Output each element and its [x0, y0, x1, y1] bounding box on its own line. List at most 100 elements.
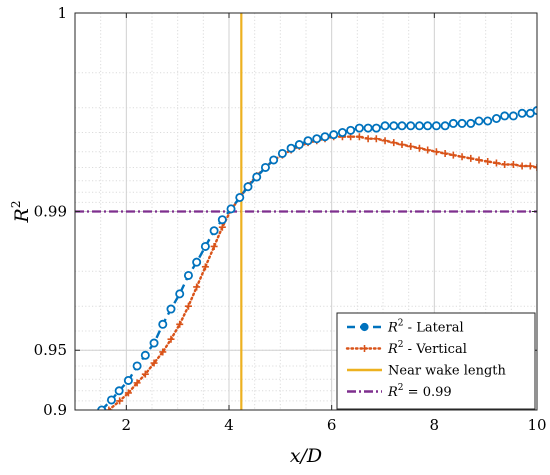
data-point-lateral	[123, 375, 133, 385]
data-point-vertical	[141, 370, 149, 378]
y-tick-label: 0.99	[34, 203, 67, 221]
data-point-lateral	[277, 148, 287, 158]
data-point-vertical	[150, 359, 158, 367]
data-point-lateral	[140, 350, 150, 360]
data-point-vertical	[509, 161, 517, 169]
legend-marker-lateral	[360, 322, 369, 332]
legend: R2 - Lateral R2 - Vertical Near wake lengt…	[336, 312, 536, 410]
data-point-vertical	[407, 142, 415, 150]
data-point-vertical	[105, 406, 113, 410]
data-point-lateral	[149, 338, 159, 348]
data-point-vertical	[381, 137, 389, 145]
legend-label: Near wake length	[388, 364, 507, 379]
data-point-vertical	[424, 146, 432, 154]
data-point-lateral	[346, 125, 356, 135]
data-point-lateral	[483, 116, 493, 126]
x-tick-label: 10	[527, 416, 546, 434]
data-point-lateral	[371, 123, 381, 133]
legend-label-base: R	[387, 342, 398, 357]
legend-label-base: R	[387, 385, 398, 400]
data-point-vertical	[364, 135, 372, 143]
y-tick-label: 1	[57, 4, 67, 22]
data-point-vertical	[355, 133, 363, 141]
data-point-lateral	[243, 182, 253, 192]
data-point-vertical	[124, 389, 132, 397]
data-point-lateral	[158, 319, 168, 329]
data-point-vertical	[492, 159, 500, 167]
data-point-lateral	[294, 140, 304, 150]
legend-label-rest: = 0.99	[404, 385, 452, 400]
legend-marker-vertical	[361, 345, 368, 352]
legend-label: R2 - Vertical	[387, 340, 467, 357]
data-point-vertical	[167, 335, 175, 343]
data-point-vertical	[526, 162, 534, 170]
data-point-vertical	[210, 242, 218, 250]
data-point-lateral	[166, 304, 176, 314]
x-axis-label: x/D	[290, 445, 322, 467]
data-point-lateral	[200, 241, 210, 251]
data-point-lateral	[448, 118, 458, 128]
data-point-lateral	[337, 128, 347, 138]
data-point-vertical	[475, 156, 483, 164]
x-tick-label: 2	[122, 416, 132, 434]
data-point-lateral	[114, 386, 124, 396]
data-point-lateral	[269, 155, 279, 165]
data-point-lateral	[226, 204, 236, 214]
data-point-vertical	[533, 163, 537, 171]
data-point-vertical	[467, 154, 475, 162]
data-point-vertical	[518, 162, 526, 170]
data-point-lateral	[532, 106, 537, 116]
legend-label-sup: 2	[398, 319, 404, 329]
data-point-vertical	[176, 320, 184, 328]
svg-text:R2: R2	[9, 201, 33, 224]
x-tick-label: 8	[430, 416, 440, 434]
data-point-lateral	[508, 111, 518, 121]
legend-box	[336, 312, 536, 410]
data-point-lateral	[235, 192, 245, 202]
data-point-vertical	[432, 148, 440, 156]
data-point-vertical	[193, 283, 201, 291]
data-point-lateral	[260, 162, 270, 172]
data-point-vertical	[449, 151, 457, 159]
data-point-vertical	[201, 263, 209, 271]
data-point-vertical	[501, 161, 509, 169]
data-point-vertical	[415, 144, 423, 152]
data-point-lateral	[132, 361, 142, 371]
data-point-vertical	[398, 141, 406, 149]
reference-lines	[75, 13, 537, 410]
data-point-vertical	[458, 153, 466, 161]
data-point-lateral	[183, 270, 193, 280]
x-tick-label: 6	[327, 416, 337, 434]
data-point-lateral	[192, 257, 202, 267]
data-point-lateral	[423, 121, 433, 131]
data-point-lateral	[329, 130, 339, 140]
data-point-lateral	[457, 118, 467, 128]
data-point-vertical	[133, 379, 141, 387]
x-tick-label: 4	[224, 416, 234, 434]
data-point-vertical	[159, 348, 167, 356]
data-point-vertical	[390, 139, 398, 147]
data-point-lateral	[500, 111, 510, 121]
data-point-lateral	[466, 118, 476, 128]
data-point-lateral	[354, 123, 364, 133]
ticks: 2 4 6 8 10 0.9 0.95 0.99 1	[34, 4, 547, 434]
data-point-vertical	[441, 149, 449, 157]
legend-label-sup: 2	[398, 383, 404, 393]
y-axis-label-base: R	[11, 208, 33, 223]
legend-label-rest: Near wake length	[388, 364, 507, 379]
data-point-lateral	[363, 123, 373, 133]
data-point-vertical	[372, 135, 380, 143]
data-point-lateral	[440, 121, 450, 131]
y-tick-label: 0.95	[34, 341, 67, 359]
legend-label: R2 - Lateral	[387, 319, 464, 336]
data-point-vertical	[184, 302, 192, 310]
data-point-vertical	[218, 223, 226, 231]
data-point-lateral	[474, 116, 484, 126]
data-point-vertical	[116, 397, 124, 405]
data-point-lateral	[312, 134, 322, 144]
data-point-lateral	[414, 121, 424, 131]
data-point-lateral	[380, 121, 390, 131]
legend-label-sup: 2	[398, 340, 404, 350]
